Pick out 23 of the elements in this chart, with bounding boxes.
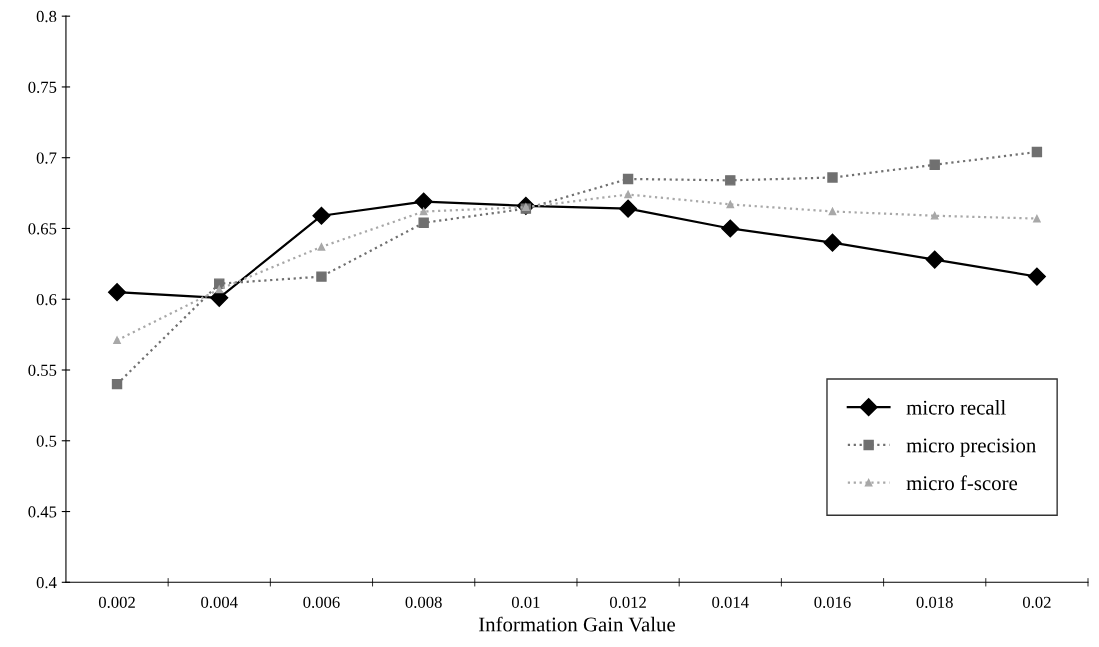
x-tick-label: 0.008 (405, 596, 442, 608)
legend-label: micro precision (906, 438, 1036, 457)
y-tick-label: 0.75 (28, 81, 57, 93)
y-tick-label: 0.8 (36, 10, 57, 23)
x-tick-label: 0.012 (609, 596, 646, 608)
y-tick-label: 0.6 (36, 293, 57, 306)
y-tick-label: 0.7 (36, 152, 57, 164)
x-tick-label: 0.016 (814, 596, 851, 608)
x-tick-label: 0.018 (916, 596, 953, 608)
x-tick-label: 0.006 (303, 596, 340, 608)
y-tick-label: 0.4 (36, 577, 57, 589)
y-tick-label: 0.5 (36, 435, 57, 447)
legend-label: micro recall (906, 400, 1006, 415)
x-tick-label: 0.004 (201, 596, 238, 608)
y-tick-label: 0.55 (28, 364, 57, 377)
x-tick-label: 0.01 (511, 596, 540, 608)
y-tick-label: 0.45 (28, 506, 57, 518)
x-tick-label: 0.014 (712, 596, 749, 608)
x-tick-label: 0.02 (1022, 596, 1051, 608)
x-tick-label: 0.002 (98, 596, 135, 608)
y-tick-label: 0.65 (28, 223, 57, 235)
x-axis-title: Information Gain Value (478, 616, 675, 632)
legend-label: micro f-score (906, 475, 1018, 491)
